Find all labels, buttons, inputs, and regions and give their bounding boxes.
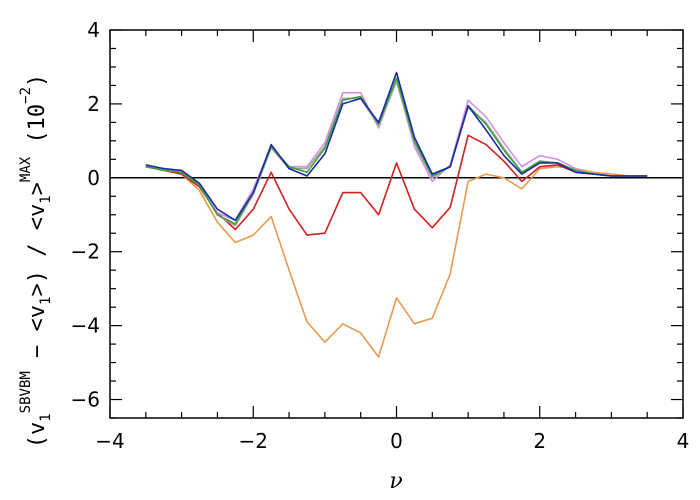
series-lines	[145, 71, 648, 358]
plot-border	[109, 29, 684, 419]
svg-text:(v1SBVBM − <v1>) / <v1>MAX (10: (v1SBVBM − <v1>) / <v1>MAX (10−2)	[18, 74, 54, 449]
x-tick-label: 4	[677, 429, 690, 453]
series-line-6	[145, 71, 648, 222]
y-tick-label: 2	[87, 92, 100, 116]
y-tick-label: −4	[71, 314, 100, 338]
series-line-1	[145, 165, 648, 358]
x-tick-label: 2	[533, 429, 546, 453]
y-tick-label: 4	[87, 18, 100, 42]
x-axis-label: ν	[389, 469, 402, 494]
x-tick-label: −2	[239, 429, 268, 453]
series-line-3	[145, 79, 648, 222]
x-tick-label: 0	[390, 429, 403, 453]
tick-labels: −4 −2 0 2 4 −6 −4 −2 0 2 4	[71, 18, 690, 453]
y-tick-label: −2	[71, 240, 100, 264]
axis-ticks	[109, 29, 684, 419]
plot-frame	[109, 29, 684, 419]
y-tick-label: −6	[71, 388, 100, 412]
series-line-5	[145, 77, 648, 225]
y-tick-label: 0	[87, 166, 100, 190]
x-tick-label: −4	[95, 429, 124, 453]
series-line-2	[145, 134, 648, 236]
y-axis-label: (v1SBVBM − <v1>) / <v1>MAX (10−2)	[18, 74, 54, 449]
series-line-4	[145, 80, 648, 227]
